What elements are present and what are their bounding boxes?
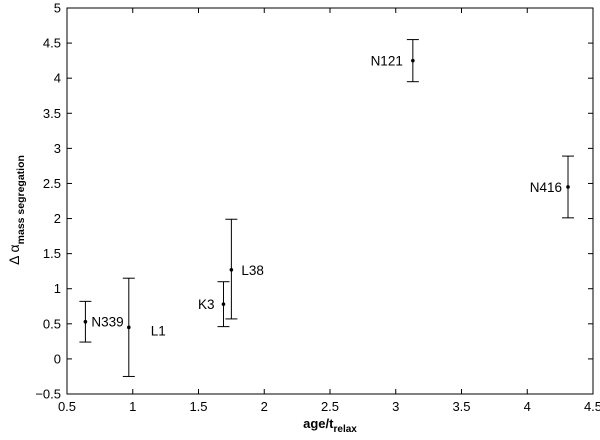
point-marker — [411, 58, 415, 63]
data-point-n121: N121 — [371, 39, 419, 83]
y-tick-label: 1.5 — [43, 246, 61, 261]
y-axis-ticks: −0.5 0 0.5 1 1.5 2 2.5 3 3.5 4 4.5 5 — [35, 1, 593, 402]
x-tick-label: 3.5 — [452, 399, 470, 414]
y-tick-label: 0 — [54, 351, 61, 366]
x-axis-label: age/trelax — [303, 416, 357, 435]
x-tick-label: 2 — [261, 399, 268, 414]
data-point-l38: L38 — [225, 218, 264, 320]
y-tick-label: 1 — [54, 281, 61, 296]
y-tick-label: 0.5 — [43, 316, 61, 331]
point-label: N339 — [91, 315, 123, 330]
y-tick-label: 3 — [54, 141, 61, 156]
point-marker — [229, 267, 234, 272]
point-label: K3 — [198, 297, 215, 312]
data-points: N339 L1 K3 L38 N121 N416 — [79, 39, 575, 377]
x-tick-label: 4 — [524, 399, 531, 414]
y-tick-label: −0.5 — [35, 387, 61, 402]
x-tick-label: 1.5 — [189, 399, 207, 414]
plot-frame — [66, 7, 594, 395]
x-tick-label: 3 — [392, 399, 399, 414]
y-tick-label: 4.5 — [43, 36, 61, 51]
x-axis-ticks: 0.5 1 1.5 2 2.5 3 3.5 4 4.5 — [58, 8, 600, 414]
x-axis-label-main: age/t — [303, 416, 334, 431]
point-marker — [127, 325, 131, 330]
point-marker — [221, 302, 226, 306]
x-tick-label: 2.5 — [321, 399, 339, 414]
y-axis-label-sub: mass segregation — [15, 155, 27, 244]
data-point-k3: K3 — [198, 281, 230, 328]
point-label: N121 — [371, 54, 403, 69]
x-tick-label: 1 — [129, 399, 136, 414]
x-axis-label-sub: relax — [333, 424, 357, 435]
y-tick-label: 3.5 — [43, 106, 61, 121]
point-marker — [566, 185, 570, 189]
data-point-l1: L1 — [122, 277, 166, 377]
point-label: N416 — [530, 180, 562, 195]
point-marker — [83, 319, 88, 324]
x-tick-label: 0.5 — [58, 399, 76, 414]
point-label: L38 — [241, 263, 264, 278]
y-tick-label: 2.5 — [43, 176, 61, 191]
x-tick-label: 4.5 — [584, 399, 600, 414]
y-tick-label: 4 — [54, 71, 61, 86]
y-axis-label: Δ αmass segregation — [6, 155, 27, 265]
data-point-n416: N416 — [530, 155, 575, 219]
data-point-n339: N339 — [79, 300, 124, 343]
y-tick-label: 5 — [54, 1, 61, 16]
point-label: L1 — [151, 323, 166, 338]
y-tick-label: 2 — [54, 211, 61, 226]
y-axis-label-greek: Δ α — [6, 244, 22, 265]
